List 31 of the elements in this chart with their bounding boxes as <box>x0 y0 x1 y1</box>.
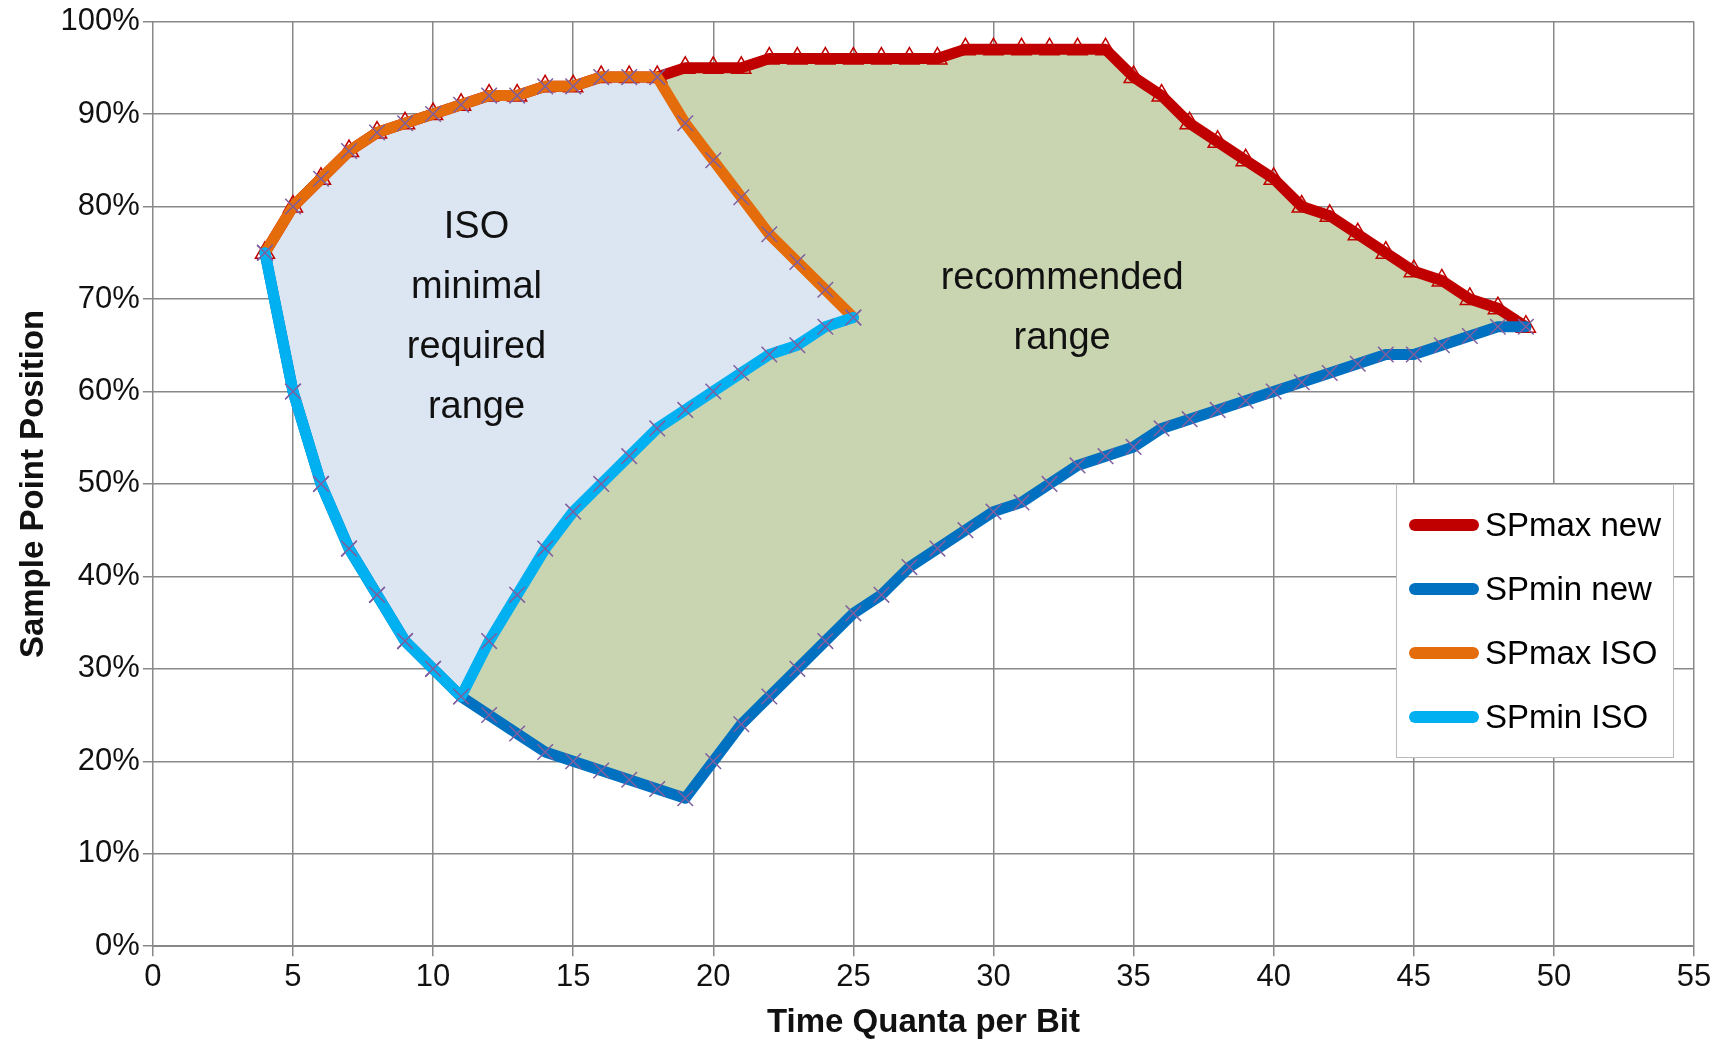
x-tick-label: 50 <box>1536 958 1572 994</box>
x-tick-label: 30 <box>976 958 1011 994</box>
x-tick-label: 40 <box>1256 958 1291 994</box>
y-tick-label: 20% <box>77 741 140 777</box>
x-tick-label: 10 <box>415 958 451 994</box>
legend-label: SPmax ISO <box>1484 633 1658 672</box>
y-tick-label: 30% <box>77 649 140 685</box>
y-tick-label: 100% <box>60 2 140 38</box>
y-tick-label: 80% <box>77 187 140 223</box>
legend-label: SPmax new <box>1484 505 1661 544</box>
y-tick-label: 0% <box>95 926 140 962</box>
x-tick-label: 25 <box>836 958 871 994</box>
x-tick-label: 15 <box>555 958 591 994</box>
y-tick-label: 40% <box>77 556 140 592</box>
y-tick-label: 90% <box>77 94 140 130</box>
y-axis-title: Sample Point Position <box>12 309 50 659</box>
x-tick-label: 5 <box>284 958 302 994</box>
y-tick-label: 10% <box>77 834 140 870</box>
x-tick-label: 20 <box>696 958 731 994</box>
annotation: recommended range <box>940 254 1184 357</box>
x-tick-label: 35 <box>1116 958 1151 994</box>
x-tick-label: 0 <box>144 958 162 994</box>
x-tick-label: 45 <box>1396 958 1432 994</box>
legend-label: SPmin ISO <box>1484 697 1649 736</box>
y-tick-label: 70% <box>77 279 140 315</box>
legend-label: SPmin new <box>1484 569 1652 608</box>
y-tick-label: 60% <box>77 371 140 407</box>
x-axis-title: Time Quanta per Bit <box>766 1002 1080 1040</box>
x-tick-label: 55 <box>1676 958 1712 994</box>
annotation: ISO minimal required range <box>406 203 547 426</box>
y-tick-label: 50% <box>77 464 140 500</box>
